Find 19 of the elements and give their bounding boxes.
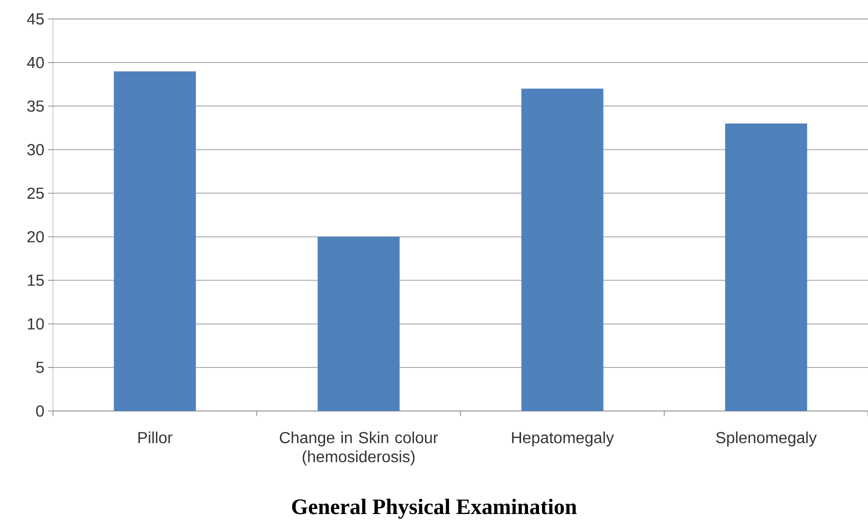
- x-tick-label: Change in Skin colour (hemosiderosis): [280, 432, 438, 466]
- y-tick-label: 5: [36, 362, 44, 374]
- text: General Physical Examination: [292, 498, 577, 519]
- y-tick-label: 35: [27, 100, 44, 112]
- bar: [318, 236, 400, 411]
- bar: [521, 88, 604, 411]
- y-tick-label: 45: [27, 13, 44, 25]
- bar: [725, 124, 808, 411]
- y-tick-label: 10: [28, 318, 44, 330]
- y-tick-label: 30: [27, 144, 44, 156]
- x-tick-label: Hepatomegaly: [512, 432, 614, 446]
- x-tick-label: Pillor: [138, 432, 172, 444]
- y-tick-label: 20: [27, 231, 44, 242]
- y-tick-label: 0: [36, 405, 44, 417]
- y-tick-label: 15: [28, 274, 44, 286]
- x-tick-label: Splenomegaly: [716, 432, 817, 446]
- bar: [114, 71, 196, 411]
- y-tick-label: 25: [27, 188, 44, 199]
- y-tick-label: 40: [27, 56, 44, 68]
